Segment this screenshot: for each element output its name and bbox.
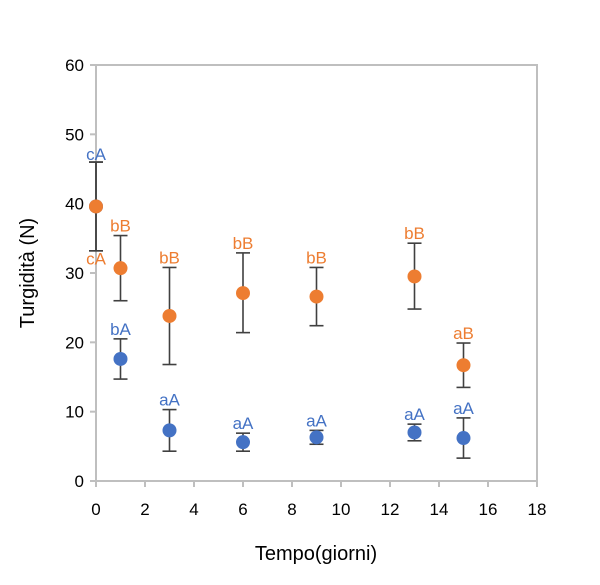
data-label: bB [159,248,180,267]
x-tick-label: 10 [332,500,351,519]
data-label: cA [86,145,107,164]
data-label: aA [233,414,254,433]
data-point [89,199,103,214]
y-tick-label: 0 [75,472,84,491]
y-tick-label: 20 [65,333,84,352]
data-point [456,431,471,446]
data-label: aA [404,405,425,424]
data-point [236,286,250,301]
x-tick-label: 14 [430,500,449,519]
x-tick-label: 0 [91,500,100,519]
data-label: bB [110,217,131,236]
y-tick-label: 10 [65,403,84,422]
x-tick-label: 8 [287,500,296,519]
data-point [236,435,250,450]
x-tick-label: 2 [140,500,149,519]
y-tick-label: 30 [65,264,84,283]
data-label: bB [306,248,327,267]
data-point [407,269,422,284]
x-axis-title: Tempo(giorni) [255,543,377,565]
points-layer [89,199,471,450]
data-label: aA [453,399,474,418]
x-tick-label: 6 [238,500,247,519]
data-point [113,261,128,276]
y-tick-label: 40 [65,195,84,214]
data-label: bB [233,234,254,253]
data-point [113,351,128,366]
data-point [456,358,471,373]
data-label: bB [404,224,425,243]
data-label: aA [159,391,180,410]
data-point [162,423,177,438]
data-point [309,430,324,445]
x-tick-label: 4 [189,500,198,519]
data-point [407,425,422,440]
data-point [162,308,177,323]
data-label: bA [110,320,131,339]
y-tick-label: 50 [65,125,84,144]
x-tick-label: 12 [381,500,400,519]
data-label: aB [453,324,474,343]
x-tick-label: 18 [528,500,547,519]
ticks-layer: 0 10 20 30 40 50 60 0 2 4 6 8 10 12 14 16 18 [65,56,546,519]
data-label: cA [86,249,107,268]
x-tick-label: 16 [479,500,498,519]
y-axis-title: Turgidità (N) [17,218,39,328]
data-label: aA [306,411,327,430]
data-point [309,289,324,304]
y-tick-label: 60 [65,56,84,75]
